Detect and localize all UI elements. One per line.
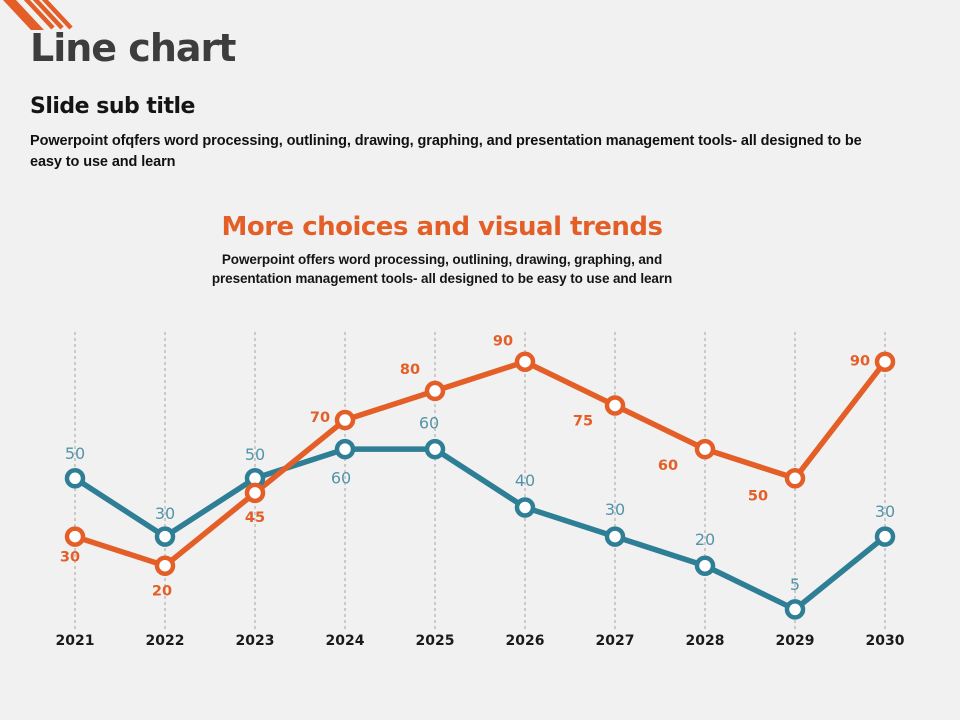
orange-series-value-label-2027: 75	[573, 413, 593, 429]
teal-series-value-label-2030: 30	[875, 502, 895, 521]
orange-series-point-2026	[514, 351, 536, 372]
x-axis-label-2022: 2022	[146, 633, 185, 649]
orange-series-point-2027	[604, 395, 626, 416]
orange-series-value-label-2023: 45	[245, 510, 265, 526]
teal-series-line	[72, 446, 888, 613]
x-axis-label-2028: 2028	[686, 633, 725, 649]
teal-series-value-label-2029: 5	[790, 575, 800, 594]
orange-series-value-label-2029: 50	[748, 488, 768, 504]
orange-series-point-2030	[874, 351, 896, 372]
teal-series-point-2021	[64, 468, 86, 489]
x-axis-label-2029: 2029	[776, 633, 815, 649]
x-axis-label-2023: 2023	[236, 633, 275, 649]
slide-subtitle: Slide sub title	[30, 94, 195, 119]
logo-stripes-icon	[3, 0, 73, 30]
teal-series-point-2028	[694, 555, 716, 576]
orange-series-value-label-2022: 20	[152, 584, 172, 600]
teal-series-point-2030	[874, 526, 896, 547]
teal-series-value-label-2026: 40	[515, 471, 535, 490]
orange-series-value-label-2021: 30	[60, 550, 80, 566]
teal-series-point-2022	[154, 526, 176, 547]
x-axis-label-2027: 2027	[596, 633, 635, 649]
chart-subtitle: Powerpoint offers word processing, outli…	[211, 252, 673, 286]
orange-series-value-label-2026: 90	[493, 334, 513, 350]
teal-series-point-2026	[514, 497, 536, 518]
orange-series-point-2023	[244, 482, 266, 504]
chart-title: More choices and visual trends	[221, 212, 663, 242]
orange-series-point-2028	[694, 438, 716, 460]
teal-series-point-2027	[604, 526, 626, 547]
orange-series-point-2024	[334, 409, 356, 431]
teal-series-value-label-2023: 50	[245, 445, 265, 464]
orange-series-point-2029	[784, 468, 806, 489]
orange-series-value-label-2030: 90	[850, 354, 870, 370]
x-axis-label-2025: 2025	[416, 633, 455, 649]
page-title: Line chart	[30, 26, 236, 70]
slide-description: Powerpoint ofqfers word processing, outl…	[30, 133, 862, 171]
teal-series-value-label-2021: 50	[65, 444, 85, 463]
x-axis-label-2021: 2021	[56, 633, 95, 649]
orange-series-point-2022	[154, 555, 176, 576]
orange-series-value-label-2028: 60	[658, 458, 678, 474]
logo-stripes-group	[3, 0, 73, 30]
teal-series-value-label-2024: 60	[331, 469, 351, 488]
teal-series-value-label-2025: 60	[419, 414, 439, 433]
teal-series-point-2029	[784, 599, 806, 620]
orange-series-value-label-2024: 70	[310, 410, 330, 426]
orange-series-value-label-2025: 80	[400, 362, 420, 378]
teal-series-value-label-2027: 30	[605, 500, 625, 519]
x-axis-label-2026: 2026	[506, 633, 545, 649]
teal-series-value-label-2028: 20	[695, 530, 715, 549]
x-axis-label-2024: 2024	[326, 633, 365, 649]
chart-header: More choices and visual trends Powerpoin…	[30, 212, 854, 289]
x-axis-label-2030: 2030	[866, 633, 905, 649]
teal-series-point-2024	[334, 438, 356, 460]
orange-series-point-2021	[64, 526, 86, 547]
line-chart: 2021 2022 2023 2024 2025 2026 2027 2028 2029 2030…	[56, 332, 905, 649]
teal-series-value-label-2022: 30	[155, 504, 175, 523]
teal-series-point-2025	[424, 438, 446, 460]
orange-series-point-2025	[424, 380, 446, 402]
orange-series-line	[72, 358, 888, 569]
